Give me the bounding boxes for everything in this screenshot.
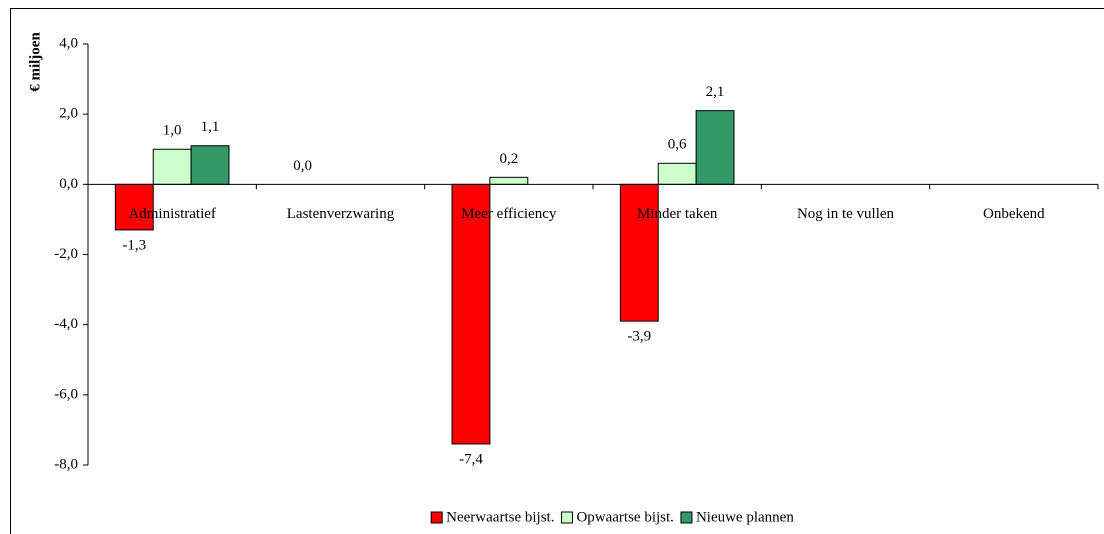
data-label: -7,4 bbox=[459, 451, 483, 467]
y-tick-label: -8,0 bbox=[54, 456, 78, 472]
bar bbox=[451, 183, 491, 445]
y-tick-label: 2,0 bbox=[59, 106, 78, 122]
legend-label: Neerwaartse bijst. bbox=[446, 509, 554, 525]
legend-swatch bbox=[680, 511, 693, 524]
bar bbox=[114, 183, 154, 231]
x-tick-label: Minder taken bbox=[637, 206, 718, 222]
y-axis-title: € miljoen bbox=[27, 32, 43, 92]
bar bbox=[152, 148, 192, 185]
data-label: 1,0 bbox=[163, 123, 182, 139]
legend-label: Nieuwe plannen bbox=[696, 509, 794, 525]
data-label: 0,2 bbox=[499, 151, 518, 167]
y-tick-label: 4,0 bbox=[59, 35, 78, 51]
data-label: 0,6 bbox=[668, 137, 687, 153]
bar bbox=[489, 176, 529, 185]
x-tick-label: Onbekend bbox=[983, 206, 1045, 222]
data-label: -3,9 bbox=[627, 329, 651, 345]
x-tick-label: Lastenverzwaring bbox=[287, 206, 395, 222]
data-label: 1,1 bbox=[201, 119, 220, 135]
bar bbox=[190, 145, 230, 185]
bar bbox=[619, 183, 659, 322]
y-tick-label: 0,0 bbox=[59, 176, 78, 192]
data-label: 0,0 bbox=[293, 158, 312, 174]
x-tick-label: Nog in te vullen bbox=[797, 206, 895, 222]
y-tick-label: -2,0 bbox=[54, 246, 78, 262]
bar bbox=[657, 162, 697, 185]
bar bbox=[695, 110, 735, 185]
legend-swatch bbox=[430, 511, 443, 524]
y-tick-label: -6,0 bbox=[54, 386, 78, 402]
x-tick-label: Administratief bbox=[128, 206, 215, 222]
legend-label: Opwaartse bijst. bbox=[576, 509, 673, 525]
legend-swatch bbox=[560, 511, 573, 524]
data-label: -1,3 bbox=[122, 237, 146, 253]
chart-border bbox=[10, 8, 1104, 534]
y-tick-label: -4,0 bbox=[54, 316, 78, 332]
x-tick-label: Meer efficiency bbox=[461, 206, 557, 222]
data-label: 2,1 bbox=[706, 84, 725, 100]
